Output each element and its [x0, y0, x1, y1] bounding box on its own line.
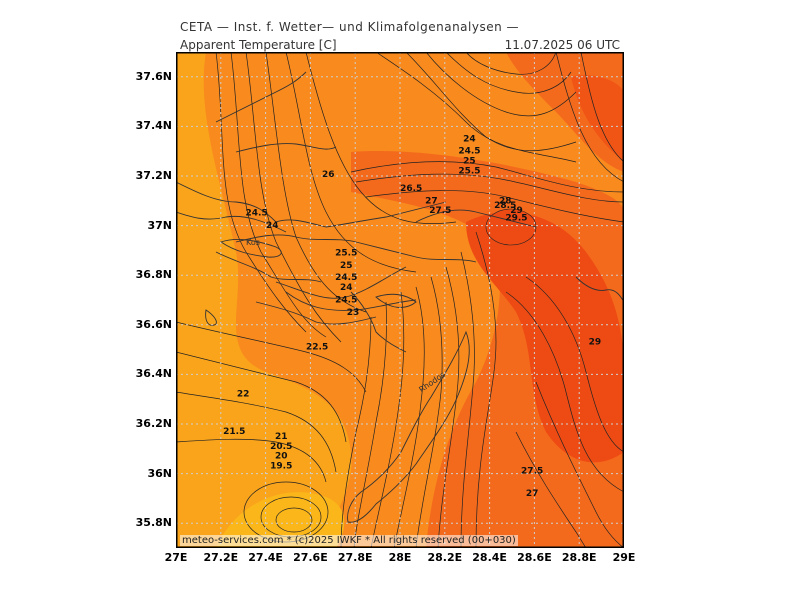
contour-label: 25.5 — [335, 248, 357, 258]
contour-label: 24 — [463, 134, 476, 144]
lon-tick-label: 28E — [388, 551, 412, 564]
contour-label: 21.5 — [223, 427, 245, 437]
lat-tick-label: 37N — [147, 218, 172, 232]
contour-label: 24.5 — [246, 209, 268, 219]
contour-label: 29 — [510, 206, 523, 216]
contour-label: 26.5 — [400, 184, 422, 194]
contour-label: 22 — [237, 390, 250, 400]
contour-label: 24 — [266, 221, 279, 231]
coastlines — [176, 71, 624, 353]
lat-tick-label: 36.2N — [135, 417, 172, 430]
contour-label: 27 — [526, 489, 539, 499]
contour-lines — [176, 52, 624, 548]
contour-label: 24.5 — [335, 273, 357, 283]
contour-label: 21 — [275, 432, 288, 442]
contour-label: 23 — [347, 308, 360, 318]
lon-tick-label: 28.4E — [472, 551, 507, 564]
contour-label: 29.5 — [505, 214, 527, 224]
contour-label: 24.5 — [335, 295, 357, 305]
lat-tick-label: 35.8N — [135, 516, 172, 530]
contour-label: 19.5 — [270, 462, 292, 472]
contour-labels: 2424.52525.52626.52727.52828.52929.524.5… — [223, 134, 601, 499]
lat-tick-label: 37.2N — [135, 169, 172, 182]
lon-tick-label: 27E — [164, 551, 188, 564]
lon-tick-label: 27.8E — [337, 551, 373, 564]
contour-label: 27.5 — [521, 467, 543, 477]
contour-label: 29 — [589, 338, 602, 348]
lon-tick-label: 27.6E — [293, 551, 328, 564]
lon-tick-label: 27.2E — [203, 551, 239, 564]
contour-label: 20.5 — [270, 442, 292, 452]
contour-label: 24 — [340, 283, 353, 293]
lat-tick-label: 36N — [147, 466, 172, 480]
map-frame: 24 24.5 25 25.5 26 26.5 27 27.5 28 28.5 29 29.5 24.5… — [176, 52, 624, 548]
header-title: CETA — Inst. f. Wetter— und Klimafolgena… — [180, 20, 520, 34]
lon-tick-label: 28.8E — [561, 551, 597, 564]
band-cool-south — [216, 492, 345, 548]
lon-tick-label: 28.2E — [427, 551, 463, 564]
lon-tick-label: 28.6E — [517, 551, 552, 564]
map-subheader: Apparent Temperature [C] 11.07.2025 06 U… — [176, 38, 624, 53]
contour-label: 20 — [275, 452, 288, 462]
contour-label: 25 — [463, 157, 476, 167]
contour-label: 27.5 — [429, 206, 451, 216]
contour-label: 22.5 — [306, 343, 328, 353]
lat-tick-label: 37.6N — [135, 69, 172, 83]
map-border — [176, 52, 624, 548]
contour-label: 25 — [340, 261, 353, 271]
copyright-footer: meteo-services.com * (c)2025 IWKF * All … — [180, 535, 518, 546]
lon-tick-label: 29E — [612, 551, 636, 564]
parameter-label: Apparent Temperature [C] — [180, 38, 337, 52]
lat-tick-label: 36.4N — [135, 367, 172, 381]
contour-label: 27 — [425, 196, 438, 206]
valid-time-label: 11.07.2025 06 UTC — [504, 38, 620, 52]
kos-island — [219, 239, 282, 258]
map-canvas: 2424.52525.52626.52727.52828.52929.524.5… — [176, 52, 624, 548]
lon-tick-label: 27.4E — [248, 551, 283, 564]
contour-label: 28 — [499, 196, 512, 206]
contour-label: 24.5 — [458, 147, 480, 157]
rhodes-island — [347, 330, 470, 523]
contour-label: 26 — [322, 170, 335, 180]
lat-tick-label: 36.6N — [135, 317, 172, 331]
lat-tick-label: 36.8N — [135, 268, 172, 282]
place-label-kos: Kos — [246, 238, 260, 247]
contour-label: 28.5 — [494, 201, 516, 211]
lat-tick-label: 37.4N — [135, 119, 172, 133]
contour-label: 25.5 — [458, 167, 480, 177]
